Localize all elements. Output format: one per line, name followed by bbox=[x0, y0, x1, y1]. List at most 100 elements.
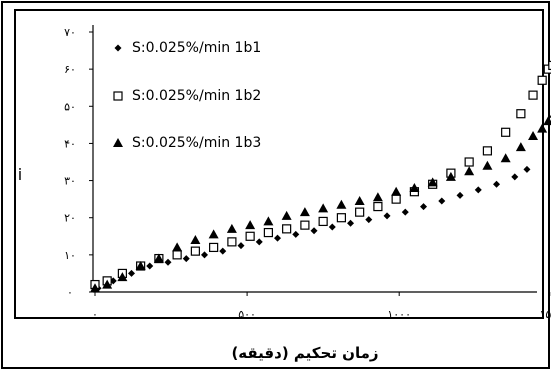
data-point bbox=[172, 250, 182, 260]
data-point bbox=[318, 216, 328, 227]
y-tick-label: ۲۰ bbox=[64, 212, 76, 225]
series-1 bbox=[94, 165, 531, 292]
data-point bbox=[135, 261, 146, 270]
data-point bbox=[263, 216, 274, 226]
data-point bbox=[146, 262, 154, 270]
x-tick-label: ۱۰۰۰ bbox=[387, 308, 411, 321]
data-point bbox=[117, 272, 128, 282]
data-point bbox=[90, 283, 100, 293]
y-tick-label: ۷۰ bbox=[64, 26, 76, 39]
data-point bbox=[102, 279, 113, 289]
data-point bbox=[438, 197, 446, 205]
legend: S:0.025%/min 1b1 S:0.025%/min 1b2 S:0.025%… bbox=[113, 40, 261, 151]
data-point bbox=[474, 186, 482, 194]
data-point bbox=[464, 157, 474, 167]
data-point bbox=[190, 235, 201, 244]
legend-marker bbox=[113, 138, 123, 147]
data-point bbox=[373, 201, 383, 212]
data-point bbox=[172, 242, 183, 252]
data-point bbox=[310, 227, 318, 235]
data-point bbox=[263, 227, 273, 238]
y-tick-label: ۶۰ bbox=[64, 63, 76, 76]
data-point bbox=[282, 224, 292, 234]
data-point bbox=[482, 146, 493, 156]
data-point bbox=[401, 208, 409, 216]
data-point bbox=[208, 229, 219, 239]
legend-label: S:0.025%/min 1b3 bbox=[132, 135, 261, 151]
data-point bbox=[482, 160, 493, 170]
y-axis-label: i bbox=[18, 165, 22, 184]
data-point bbox=[511, 173, 519, 181]
data-marks bbox=[90, 60, 551, 293]
data-point bbox=[227, 237, 237, 247]
data-point bbox=[255, 238, 263, 246]
data-point bbox=[299, 207, 310, 217]
data-point bbox=[543, 116, 551, 126]
data-point bbox=[336, 199, 347, 209]
data-point bbox=[128, 269, 136, 277]
series-3 bbox=[90, 114, 551, 293]
data-point bbox=[245, 220, 256, 230]
y-tick-label: ۵۰ bbox=[64, 100, 76, 113]
data-point bbox=[383, 212, 391, 220]
data-point bbox=[548, 60, 551, 71]
data-point bbox=[456, 191, 464, 199]
legend-marker bbox=[114, 44, 122, 52]
data-point bbox=[164, 258, 172, 266]
y-tick-label: ۴۰ bbox=[64, 137, 76, 150]
data-point bbox=[464, 166, 475, 176]
data-point bbox=[219, 247, 227, 255]
x-tick-label: ۵۰۰ bbox=[238, 308, 256, 321]
data-point bbox=[300, 220, 310, 230]
data-point bbox=[372, 192, 383, 202]
data-point bbox=[355, 207, 365, 217]
data-point bbox=[537, 75, 547, 85]
data-point bbox=[201, 251, 209, 259]
data-point bbox=[528, 131, 539, 140]
data-point bbox=[523, 165, 531, 173]
data-point bbox=[420, 203, 428, 211]
data-point bbox=[354, 196, 365, 205]
data-point bbox=[336, 213, 346, 223]
data-point bbox=[516, 109, 526, 119]
data-point bbox=[501, 127, 511, 137]
data-point bbox=[281, 210, 292, 220]
x-tick-label: ۱۵۰۰ bbox=[539, 308, 551, 321]
x-tick-label: ۰ bbox=[92, 308, 98, 321]
data-point bbox=[209, 242, 219, 253]
data-point bbox=[493, 180, 501, 188]
data-point bbox=[537, 123, 548, 133]
legend-label: S:0.025%/min 1b2 bbox=[132, 88, 261, 104]
data-point bbox=[226, 223, 237, 233]
plot-area-border bbox=[14, 9, 544, 319]
data-point bbox=[237, 242, 245, 250]
data-point bbox=[153, 253, 164, 263]
data-point bbox=[365, 216, 373, 224]
data-point bbox=[328, 223, 336, 231]
y-axis-ticks: ۰ ۱۰ ۲۰ ۳۰ ۴۰ ۵۰ ۶۰ ۷۰ bbox=[64, 26, 93, 299]
legend-marker bbox=[113, 91, 123, 101]
legend-label: S:0.025%/min 1b1 bbox=[132, 40, 261, 56]
x-axis-ticks: ۰ ۵۰۰ ۱۰۰۰ ۱۵۰۰ bbox=[92, 292, 551, 321]
data-point bbox=[528, 90, 538, 100]
data-point bbox=[292, 230, 300, 238]
data-point bbox=[515, 142, 526, 152]
data-point bbox=[245, 231, 255, 241]
data-point bbox=[182, 255, 190, 263]
data-point bbox=[391, 186, 402, 196]
y-tick-label: ۱۰ bbox=[64, 249, 76, 262]
data-point bbox=[274, 234, 282, 242]
y-tick-label: ۰ bbox=[67, 286, 73, 299]
data-point bbox=[347, 219, 355, 227]
data-point bbox=[190, 246, 200, 256]
data-point bbox=[427, 177, 438, 187]
x-axis-label: زمان تحکیم (دقیقه) bbox=[231, 344, 378, 362]
data-point bbox=[318, 203, 329, 213]
data-point bbox=[500, 153, 511, 163]
data-point bbox=[391, 194, 401, 204]
data-point bbox=[445, 171, 456, 181]
y-tick-label: ۳۰ bbox=[64, 175, 76, 188]
data-point bbox=[409, 183, 420, 192]
